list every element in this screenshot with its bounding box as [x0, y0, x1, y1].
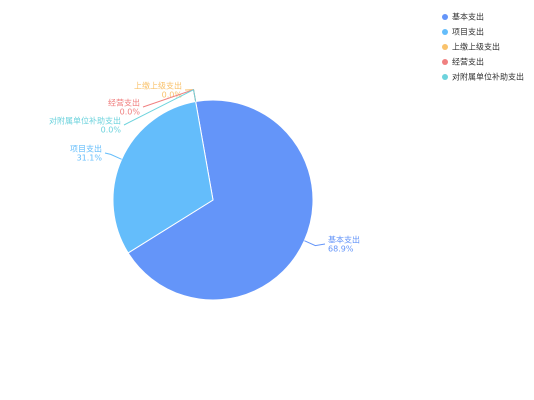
leader-line [104, 152, 122, 160]
slice-label: 对附属单位补助支出 [49, 116, 121, 126]
pie-slice [127, 99, 314, 301]
legend-label: 项目支出 [452, 27, 484, 37]
legend-marker [442, 14, 448, 20]
legend-marker [442, 74, 448, 80]
legend-label: 经营支出 [452, 57, 484, 67]
slice-label: 上缴上级支出 [134, 81, 182, 91]
legend-label: 对附属单位补助支出 [452, 72, 524, 82]
slice-label: 基本支出 [328, 235, 360, 245]
slice-label: 项目支出 [70, 144, 102, 154]
slice-value-label: 68.9% [328, 245, 354, 254]
legend-marker [442, 44, 448, 50]
slice-value-label: 0.0% [162, 91, 183, 100]
slice-label: 经营支出 [108, 98, 140, 108]
legend-marker [442, 59, 448, 65]
legend-marker [442, 29, 448, 35]
slice-value-label: 31.1% [77, 154, 103, 163]
slice-value-label: 0.0% [101, 126, 122, 135]
legend-label: 上缴上级支出 [452, 42, 500, 52]
legend-label: 基本支出 [452, 12, 484, 22]
leader-line [123, 88, 197, 126]
slice-value-label: 0.0% [120, 108, 141, 117]
leader-line [304, 240, 326, 247]
